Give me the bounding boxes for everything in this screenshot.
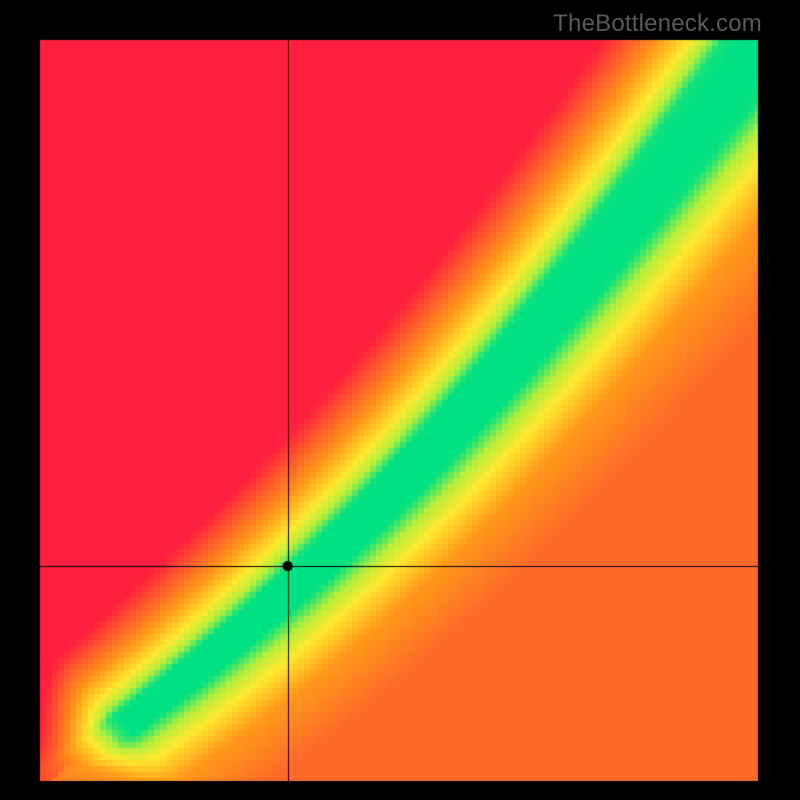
- chart-container: { "watermark": { "text": "TheBottleneck.…: [0, 0, 800, 800]
- heatmap-canvas: [0, 0, 800, 800]
